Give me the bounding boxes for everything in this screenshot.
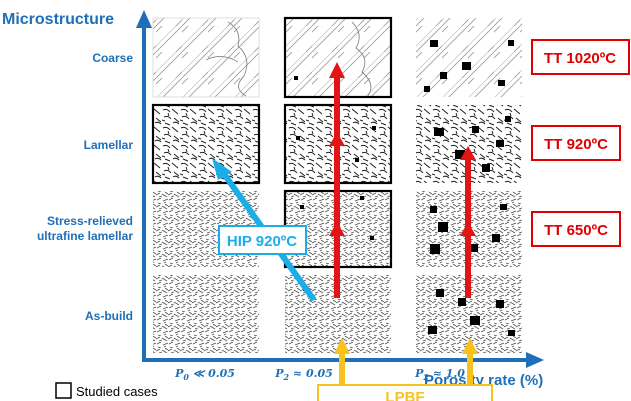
x-tick-label-2: P2 ≈ 0.05 <box>274 367 333 382</box>
tt-1020-label: TT 1020ºC <box>544 50 616 67</box>
tt-920-label: TT 920ºC <box>544 136 608 153</box>
hip-label: HIP 920ºC <box>227 233 297 250</box>
y-axis-title: Microstructure <box>2 11 114 28</box>
tt-920-box <box>531 125 621 161</box>
tt-arrows <box>329 62 476 298</box>
row-label-lamellar: Lamellar <box>84 138 134 152</box>
hip-label-box <box>218 225 307 255</box>
row-label-as-build: As-build <box>85 309 133 323</box>
micrograph-coarse-p0 <box>152 17 260 98</box>
micrograph-as-build-p0 <box>153 275 259 353</box>
x-tick-label-3: P2 ≈ 1.0 <box>414 367 465 382</box>
x-axis-arrowhead <box>526 352 544 368</box>
lpbf-box <box>317 384 493 401</box>
tt-650-label: TT 650ºC <box>544 222 608 239</box>
x-axis <box>142 352 544 368</box>
tt-1020-box <box>531 39 630 75</box>
micrograph-lamellar-p0 <box>151 103 261 185</box>
legend-swatch <box>55 382 72 399</box>
column-p0 <box>151 17 261 353</box>
lpbf-label: LPBF <box>385 389 424 401</box>
row-label-ultrafine-lamellar: ultrafine lamellar <box>37 229 133 243</box>
x-tick-label-1: P0 ≪ 0.05 <box>174 367 235 382</box>
micrograph-coarse-p2-10 <box>416 18 522 97</box>
y-axis <box>136 10 152 362</box>
lpbf-arrows <box>334 338 478 388</box>
row-label-coarse: Coarse <box>92 51 133 65</box>
grain-boundary-p0 <box>205 21 248 97</box>
row-label-stress-relieved: Stress-relieved <box>47 214 133 228</box>
tt-650-box <box>531 211 621 247</box>
pores-p2-10 <box>424 40 515 336</box>
y-axis-arrowhead <box>136 10 152 28</box>
legend-label: Studied cases <box>76 384 158 399</box>
